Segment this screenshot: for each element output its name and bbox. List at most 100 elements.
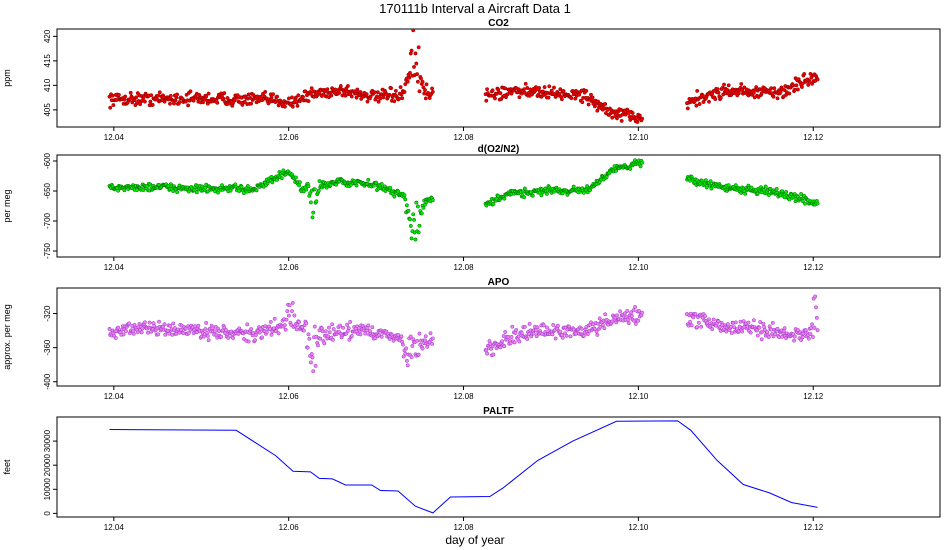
data-point (777, 335, 781, 340)
data-point (689, 323, 694, 328)
data-point (408, 217, 412, 222)
data-point (485, 87, 490, 92)
data-point (746, 320, 751, 325)
data-point (188, 89, 193, 94)
data-point (415, 72, 420, 77)
data-point (559, 97, 564, 102)
x-tick-label: 12.04 (104, 523, 125, 532)
data-point (806, 336, 811, 341)
data-point (500, 339, 505, 344)
data-point (345, 322, 350, 327)
data-point (204, 94, 209, 99)
data-point (414, 61, 419, 66)
panel-title: APO (488, 277, 510, 288)
data-point (263, 89, 268, 94)
data-point (758, 320, 763, 324)
data-point (525, 86, 530, 90)
data-point (636, 318, 641, 323)
data-point (286, 313, 291, 318)
data-point (491, 201, 496, 206)
data-point (414, 200, 419, 205)
y-tick-label: -700 (43, 212, 52, 229)
data-point (512, 340, 517, 345)
x-tick-label: 12.10 (628, 392, 649, 401)
data-point (775, 326, 780, 331)
x-tick-label: 12.10 (628, 523, 649, 532)
data-point (417, 331, 422, 336)
data-point (124, 329, 128, 334)
data-point (264, 330, 269, 335)
data-point (561, 89, 566, 93)
data-point (755, 328, 759, 333)
data-point (794, 83, 799, 88)
data-point (147, 320, 152, 325)
y-axis-label: ppm (2, 69, 12, 87)
data-point (338, 84, 343, 88)
data-point (711, 317, 716, 322)
data-point (417, 223, 422, 228)
data-point (246, 92, 251, 97)
y-tick-label: 10000 (43, 478, 52, 501)
data-point (713, 97, 718, 102)
data-point (359, 96, 364, 101)
data-point (413, 237, 418, 242)
data-point (297, 183, 302, 188)
data-point (716, 319, 721, 324)
data-point (803, 201, 807, 206)
data-point (795, 87, 800, 92)
data-point (640, 310, 645, 315)
data-point (312, 187, 317, 192)
data-point (416, 230, 421, 235)
data-point (718, 95, 723, 100)
x-tick-label: 12.04 (104, 263, 125, 272)
data-point (131, 331, 136, 336)
data-point (522, 186, 527, 191)
data-point (419, 211, 424, 216)
data-point (245, 322, 250, 327)
data-point (417, 89, 422, 94)
data-point (121, 332, 126, 337)
data-point (403, 197, 408, 202)
data-point (555, 323, 560, 328)
data-point (782, 326, 787, 331)
data-point (284, 317, 289, 322)
data-point (248, 95, 253, 100)
data-point (290, 300, 295, 305)
data-point (295, 103, 300, 108)
data-point (110, 93, 115, 98)
data-point (413, 51, 418, 56)
data-point (516, 334, 521, 339)
data-point (337, 90, 342, 95)
data-point (595, 108, 600, 113)
data-point (725, 322, 730, 327)
data-point (732, 325, 737, 330)
data-point (406, 208, 411, 213)
data-point (694, 103, 699, 108)
data-point (800, 81, 805, 86)
data-point (802, 72, 807, 76)
data-point (400, 96, 405, 101)
plot-frame (56, 28, 941, 128)
data-point (148, 99, 153, 104)
data-point (547, 84, 552, 89)
data-point (685, 106, 690, 111)
data-point (403, 82, 408, 87)
data-point (774, 186, 779, 191)
data-point (196, 323, 201, 328)
data-point (269, 95, 274, 100)
series-marks (107, 158, 820, 242)
data-point (503, 330, 508, 334)
data-point (490, 88, 495, 93)
data-point (409, 355, 414, 360)
data-point (309, 352, 314, 356)
data-point (784, 190, 789, 194)
data-point (638, 164, 643, 169)
data-point (269, 332, 274, 337)
data-point (552, 85, 556, 90)
data-point (544, 325, 549, 330)
data-point (754, 85, 759, 90)
x-tick-label: 12.10 (628, 263, 649, 272)
data-point (408, 223, 413, 228)
data-point (710, 327, 715, 332)
data-point (523, 81, 528, 86)
